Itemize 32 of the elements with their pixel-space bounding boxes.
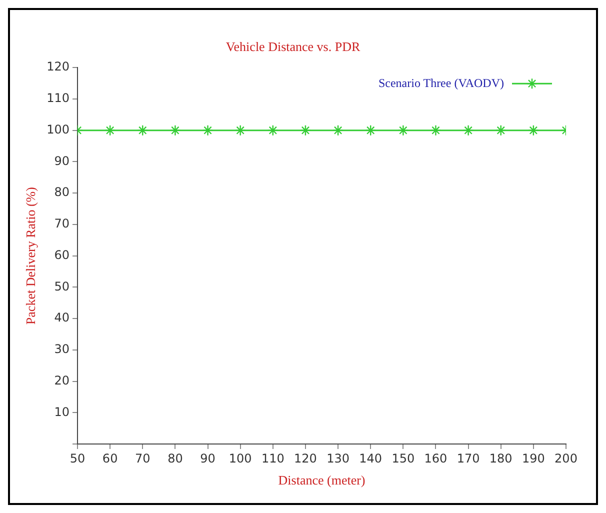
y-tick-label: 90 bbox=[54, 154, 70, 168]
x-tick-label: 110 bbox=[261, 451, 284, 466]
x-tick-label: 50 bbox=[70, 451, 86, 466]
x-tick-label: 130 bbox=[326, 451, 350, 466]
x-tick-label: 60 bbox=[102, 451, 118, 466]
x-tick-label: 140 bbox=[359, 451, 382, 466]
x-tick-label: 190 bbox=[522, 451, 545, 466]
y-tick-label: 10 bbox=[54, 404, 70, 419]
y-axis-title: Packet Delivery Ratio (%) bbox=[23, 187, 38, 325]
y-tick-label: 50 bbox=[54, 279, 70, 294]
x-tick-label: 70 bbox=[134, 451, 150, 466]
x-tick-label: 100 bbox=[228, 451, 252, 466]
y-tick-label: 80 bbox=[54, 185, 70, 200]
legend-label: Scenario Three (VAODV) bbox=[378, 76, 504, 90]
x-tick-label: 170 bbox=[456, 451, 480, 466]
y-tick-label: 110 bbox=[46, 91, 70, 106]
y-tick-label: 70 bbox=[54, 216, 70, 231]
x-tick-label: 160 bbox=[424, 451, 448, 466]
x-tick-label: 120 bbox=[294, 451, 317, 466]
x-tick-label: 90 bbox=[200, 451, 216, 466]
y-tick-label: 60 bbox=[54, 248, 70, 262]
x-tick-label: 150 bbox=[392, 451, 415, 466]
x-tick-label: 180 bbox=[489, 451, 512, 466]
y-tick-label: 40 bbox=[54, 310, 70, 325]
y-tick-label: 20 bbox=[54, 373, 70, 388]
y-tick-label: 30 bbox=[54, 342, 70, 356]
chart-title: Vehicle Distance vs. PDR bbox=[226, 39, 360, 54]
y-tick-label: 120 bbox=[46, 60, 70, 74]
x-tick-label: 80 bbox=[168, 451, 183, 466]
x-axis-title: Distance (meter) bbox=[278, 472, 366, 488]
y-tick-label: 100 bbox=[46, 122, 70, 136]
x-tick-label: 200 bbox=[554, 451, 578, 466]
